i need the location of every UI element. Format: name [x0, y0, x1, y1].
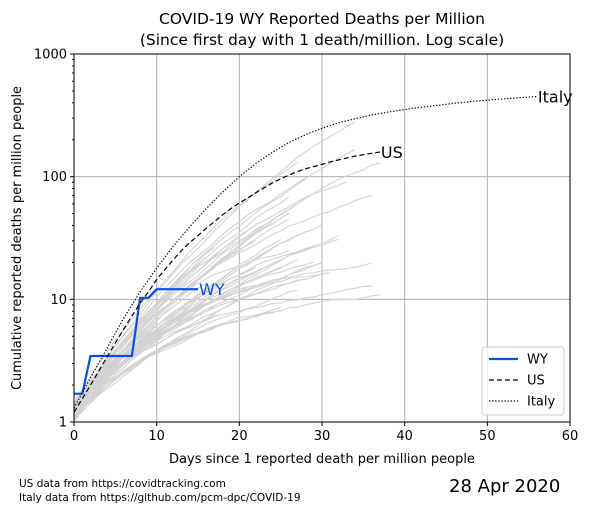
comparison-line [73, 212, 290, 416]
series-lines [73, 95, 537, 413]
x-tick-label: 20 [231, 429, 248, 444]
y-tick-label: 10 [50, 293, 67, 308]
legend-label-italy: Italy [527, 395, 556, 410]
x-tick-label: 10 [148, 429, 165, 444]
end-label-us: US [381, 143, 403, 162]
comparison-line [73, 267, 265, 421]
x-tick-label: 40 [396, 429, 413, 444]
comparison-line [73, 309, 281, 412]
x-tick-label: 30 [314, 429, 331, 444]
legend-label-us: US [527, 374, 545, 389]
chart-subtitle: (Since first day with 1 death/million. L… [140, 31, 504, 49]
comparison-lines [73, 121, 381, 422]
chart-title: COVID-19 WY Reported Deaths per Million [159, 10, 485, 28]
comparison-line [73, 194, 372, 411]
legend: WY US Italy [481, 346, 565, 416]
report-date: 28 Apr 2020 [449, 476, 561, 497]
series-line-italy [73, 95, 537, 409]
comparison-line [73, 196, 290, 411]
comparison-line [73, 282, 207, 422]
legend-label-wy: WY [527, 353, 548, 368]
x-tick-label: 0 [70, 429, 78, 444]
y-axis-ticks: 1 10 100 1000 [34, 48, 74, 431]
data-sources: US data from https://covidtracking.com I… [19, 477, 301, 505]
comparison-line [73, 261, 314, 406]
comparison-line [73, 149, 356, 405]
end-label-italy: Italy [538, 88, 573, 107]
comparison-line [73, 262, 323, 420]
comparison-line [73, 238, 339, 414]
x-axis-label: Days since 1 reported death per million … [169, 452, 475, 467]
x-axis-ticks: 0 10 20 30 40 50 60 [70, 422, 578, 444]
y-tick-label: 1 [59, 416, 67, 431]
x-tick-label: 60 [562, 429, 579, 444]
x-tick-label: 50 [479, 429, 496, 444]
series-line-us [73, 151, 380, 413]
source-us-text: US data from https://covidtracking.com [19, 478, 226, 490]
comparison-line [73, 161, 298, 409]
series-line-wy [74, 288, 198, 395]
comparison-line [73, 203, 298, 416]
source-italy-text: Italy data from https://github.com/pcm-d… [19, 492, 301, 504]
comparison-line [73, 235, 339, 405]
comparison-line [73, 330, 207, 416]
end-label-wy: WY [199, 280, 225, 299]
comparison-line [73, 162, 381, 403]
y-tick-label: 100 [42, 170, 67, 185]
comparison-line [73, 266, 257, 404]
y-axis-label: Cumulative reported deaths per million p… [10, 86, 25, 390]
comparison-line [73, 277, 306, 402]
chart: COVID-19 WY Reported Deaths per Million … [10, 10, 578, 467]
comparison-line [73, 305, 215, 404]
legend-box [481, 346, 565, 416]
series-end-labels: WY US Italy [199, 88, 573, 300]
y-tick-label: 1000 [34, 48, 67, 63]
